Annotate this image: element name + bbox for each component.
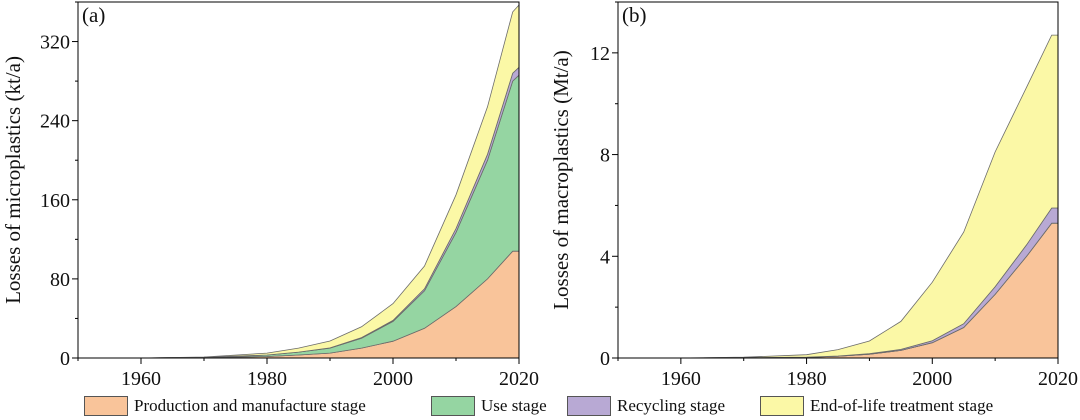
legend-label-recycling: Recycling stage <box>617 396 726 415</box>
legend-swatch-production <box>84 396 128 416</box>
y-tick-label: 4 <box>600 246 610 268</box>
panel-a: 1960 1980 2000 2020 0 80 160 240 320 Losses of mi… <box>1 1 539 390</box>
y-tick-label: 0 <box>600 348 610 370</box>
legend: Production and manufacture stage Use sta… <box>0 394 1080 418</box>
plot-frame <box>617 1 1059 359</box>
legend-item-end-of-life: End-of-life treatment stage <box>760 394 993 418</box>
y-axis-label: Losses of microplastics (kt/a) <box>1 56 25 304</box>
x-tick-label: 2020 <box>1038 368 1078 390</box>
panel-label: (b) <box>622 3 647 27</box>
x-tick-label: 1980 <box>247 368 287 390</box>
y-tick-label: 320 <box>40 32 70 54</box>
panel-label: (a) <box>82 3 105 27</box>
legend-swatch-use <box>431 396 475 416</box>
panel-b: 1960 1980 2000 2020 0 4 8 12 Losses of macroplas… <box>549 1 1078 390</box>
legend-item-use: Use stage <box>431 394 547 418</box>
plot-frame <box>77 1 520 359</box>
x-tick-label: 1960 <box>661 368 701 390</box>
y-tick-label: 80 <box>50 269 70 291</box>
x-tick-label: 2020 <box>499 368 539 390</box>
y-tick-label: 160 <box>40 190 70 212</box>
legend-label-use: Use stage <box>481 396 547 415</box>
legend-item-recycling: Recycling stage <box>567 394 725 418</box>
legend-swatch-recycling <box>567 396 611 416</box>
y-tick-label: 12 <box>590 43 610 65</box>
x-tick-label: 2000 <box>373 368 413 390</box>
legend-item-production: Production and manufacture stage <box>84 394 366 418</box>
y-tick-label: 8 <box>600 145 610 167</box>
legend-label-production: Production and manufacture stage <box>134 396 366 415</box>
y-tick-label: 240 <box>40 111 70 133</box>
x-tick-label: 1960 <box>121 368 161 390</box>
y-tick-label: 0 <box>60 348 70 370</box>
y-axis-label: Losses of macroplastics (Mt/a) <box>549 50 573 310</box>
x-tick-label: 1980 <box>787 368 827 390</box>
legend-swatch-end-of-life <box>760 396 804 416</box>
x-tick-label: 2000 <box>912 368 952 390</box>
legend-label-end-of-life: End-of-life treatment stage <box>810 396 994 415</box>
